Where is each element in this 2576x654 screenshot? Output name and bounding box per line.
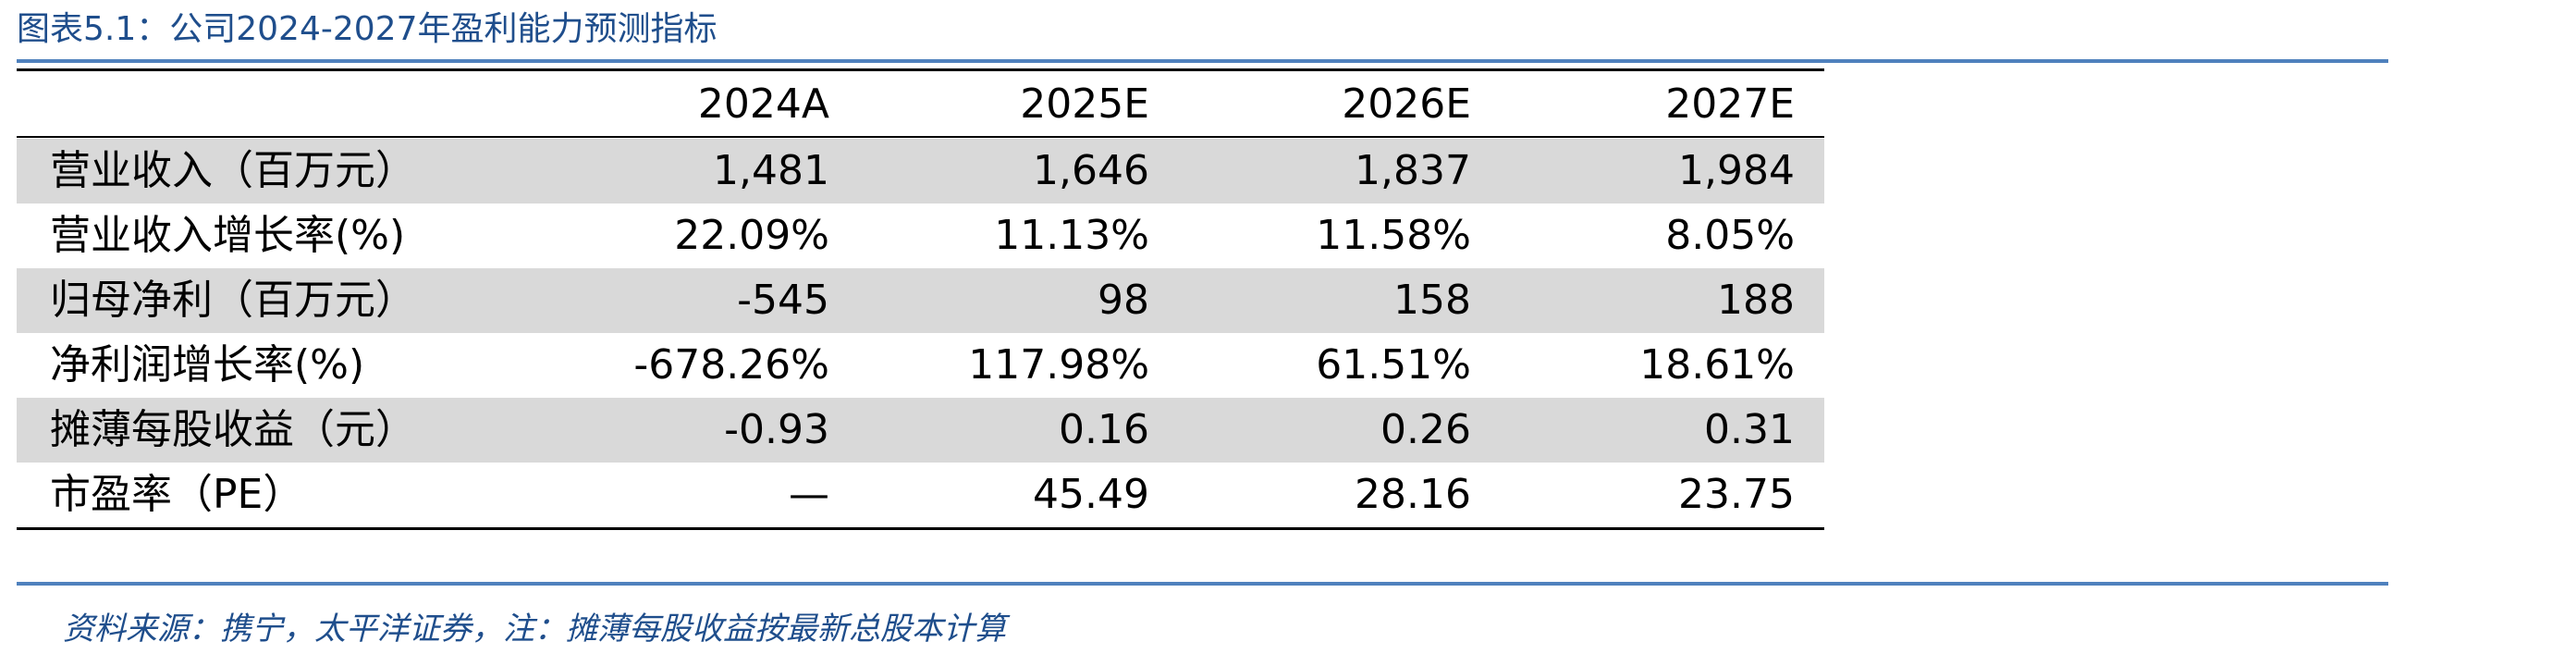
row-label: 营业收入增长率(%) [50,212,406,259]
table-cell: 0.31 [1704,406,1795,453]
column-header: 2026E [1342,80,1471,128]
row-label: 净利润增长率(%) [50,341,365,389]
table-cell: -0.93 [724,406,829,453]
row-label: 摊薄每股收益（元） [50,406,416,453]
table-cell: 8.05% [1665,212,1795,259]
table-cell: 11.58% [1316,212,1471,259]
table-cell: 158 [1393,277,1471,324]
table-cell: — [789,471,829,518]
table-cell: 23.75 [1678,471,1795,518]
table-top-rule [17,68,1824,71]
table-cell: -545 [737,277,829,324]
table-bottom-rule [17,527,1824,530]
table-cell: 22.09% [674,212,829,259]
table-row: 归母净利（百万元） -545 98 158 188 [17,268,1824,333]
top-rule [17,59,2388,63]
table-cell: 28.16 [1355,471,1471,518]
row-label: 归母净利（百万元） [50,277,416,324]
table-cell: 117.98% [968,341,1149,389]
table-cell: 45.49 [1033,471,1149,518]
source-note: 资料来源：携宁，太平洋证券，注：摊薄每股收益按最新总股本计算 [63,611,1006,648]
table-cell: 1,837 [1355,147,1471,194]
table-cell: 61.51% [1316,341,1471,389]
figure-title: 图表5.1：公司2024-2027年盈利能力预测指标 [17,10,718,48]
table-row: 营业收入增长率(%) 22.09% 11.13% 11.58% 8.05% [17,204,1824,268]
row-label: 市盈率（PE） [50,471,304,518]
table-row: 营业收入（百万元） 1,481 1,646 1,837 1,984 [17,139,1824,204]
row-label: 营业收入（百万元） [50,147,416,194]
table-cell: 188 [1717,277,1795,324]
column-header: 2025E [1020,80,1149,128]
table-cell: 1,481 [713,147,829,194]
table-cell: -678.26% [633,341,829,389]
table-cell: 1,646 [1033,147,1149,194]
column-header: 2027E [1665,80,1795,128]
table-cell: 0.16 [1059,406,1149,453]
table-cell: 1,984 [1678,147,1795,194]
table-cell: 98 [1098,277,1149,324]
table-cell: 11.13% [994,212,1149,259]
column-header: 2024A [697,80,829,128]
table-row: 摊薄每股收益（元） -0.93 0.16 0.26 0.31 [17,398,1824,463]
bottom-rule [17,582,2388,586]
header-row: 2024A 2025E 2026E 2027E [17,72,1824,137]
table-row: 市盈率（PE） — 45.49 28.16 23.75 [17,463,1824,527]
table-row: 净利润增长率(%) -678.26% 117.98% 61.51% 18.61% [17,333,1824,398]
header-rule [17,136,1824,138]
table-cell: 18.61% [1639,341,1795,389]
table-cell: 0.26 [1380,406,1471,453]
